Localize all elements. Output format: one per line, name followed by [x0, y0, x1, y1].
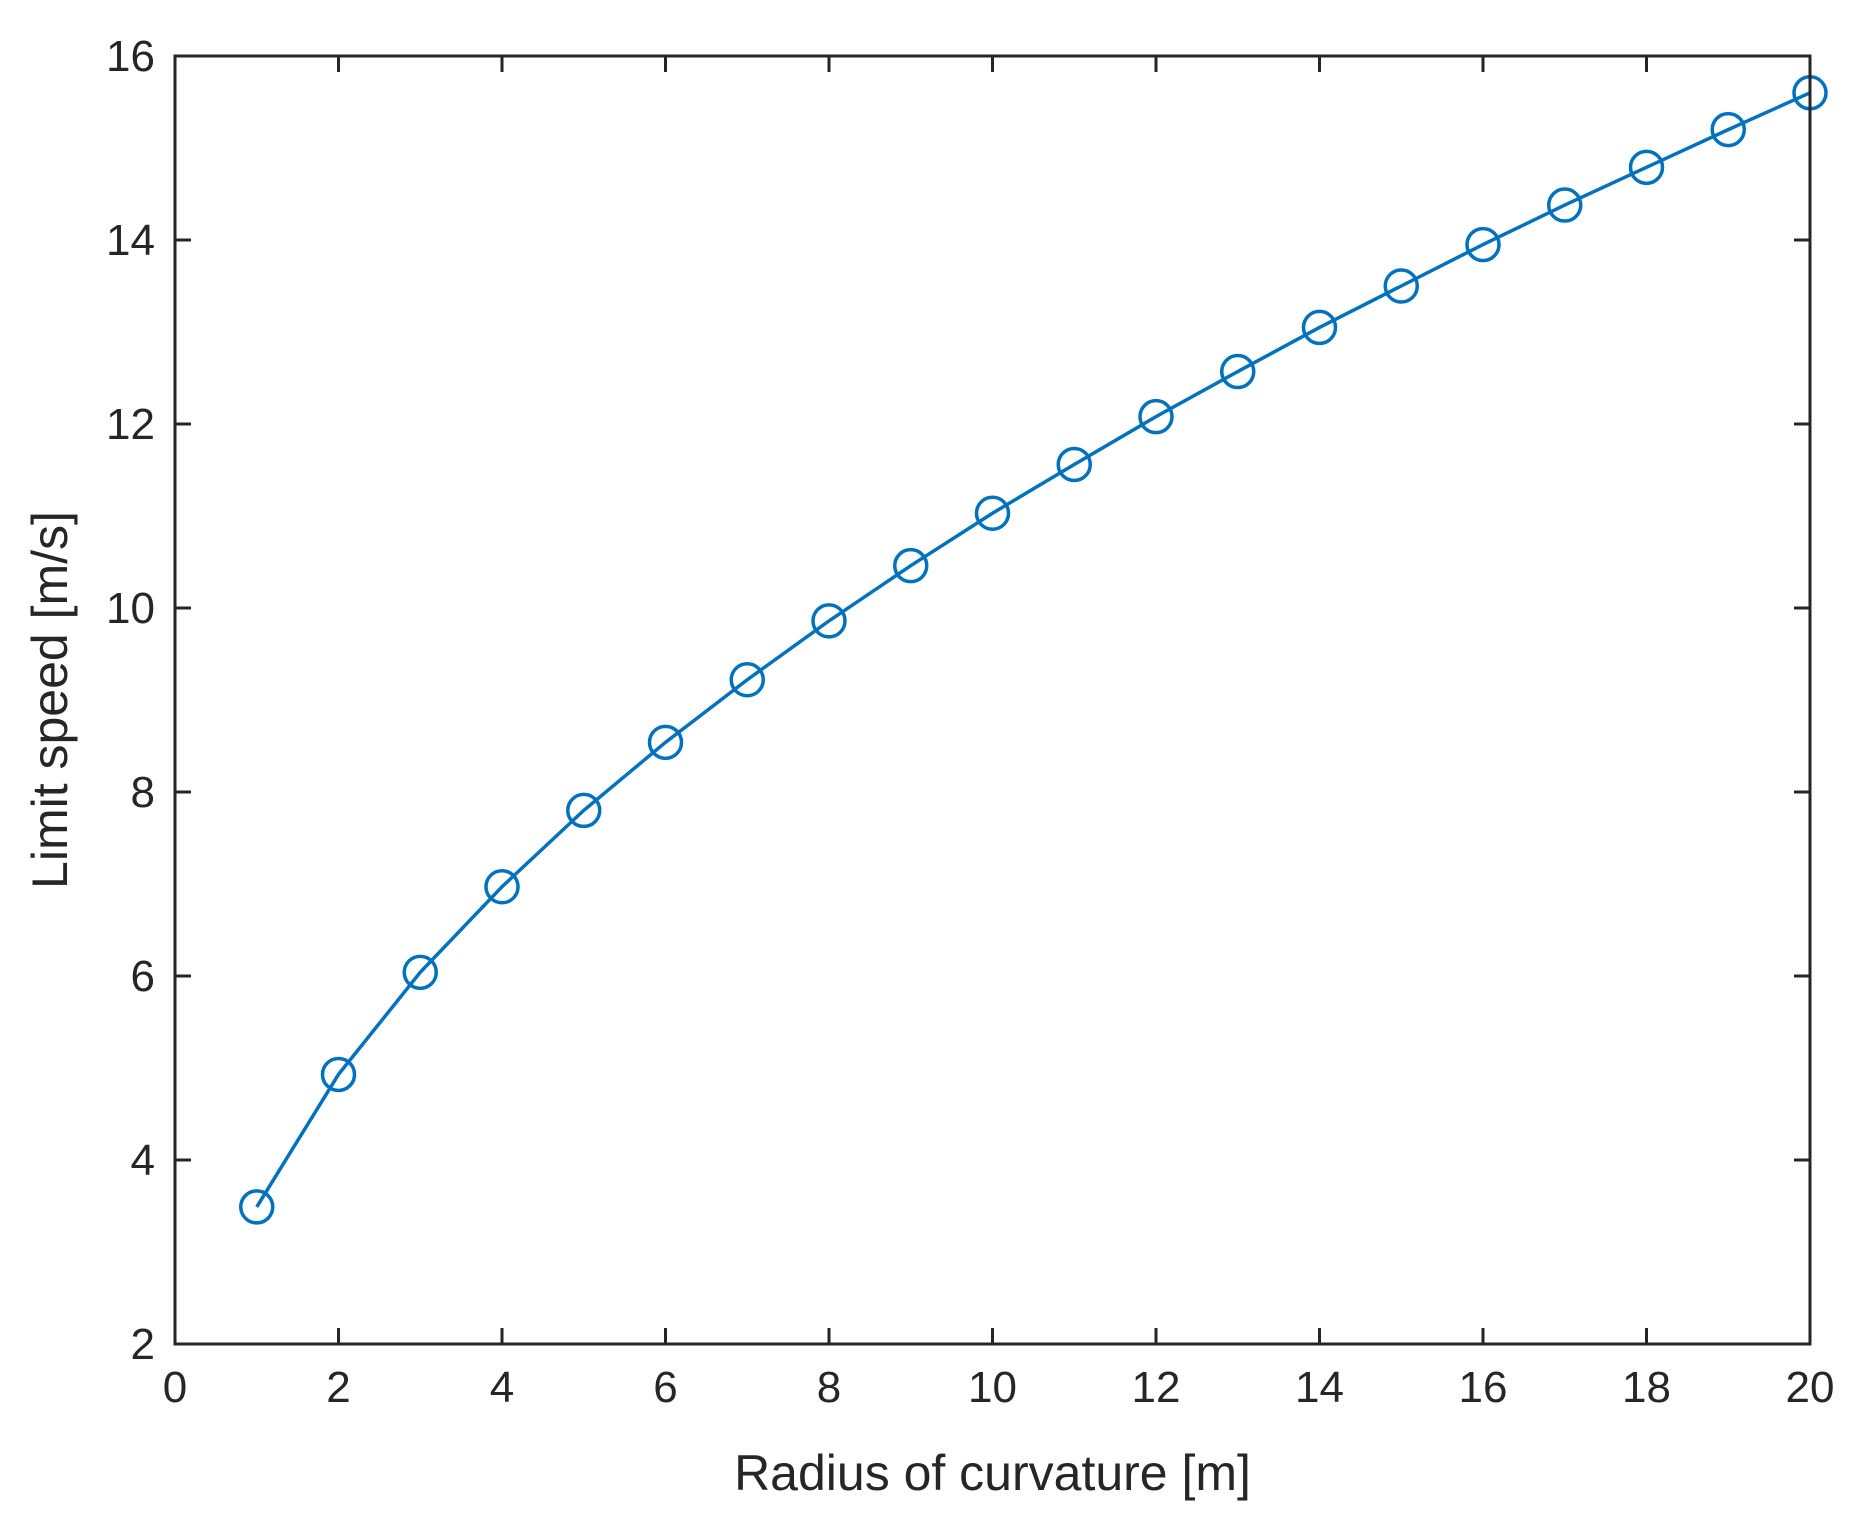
y-tick-label: 6	[131, 952, 155, 1001]
data-point-marker	[402, 954, 438, 991]
data-point-marker	[1465, 226, 1501, 263]
x-tick-label: 4	[490, 1363, 514, 1412]
y-axis-title: Limit speed [m/s]	[22, 511, 78, 889]
data-point-marker	[1547, 187, 1583, 223]
data-point-marker	[1301, 309, 1338, 346]
data-point-marker	[1710, 111, 1746, 148]
y-tick-label: 4	[131, 1136, 155, 1185]
y-tick-label: 2	[131, 1320, 155, 1369]
x-tick-label: 0	[163, 1363, 187, 1412]
x-tick-label: 14	[1295, 1363, 1344, 1412]
y-tick-label: 14	[106, 216, 155, 265]
plot-area-frame	[173, 54, 1812, 1346]
x-tick-label: 10	[968, 1363, 1017, 1412]
data-point-marker	[1056, 446, 1092, 483]
y-tick-label: 16	[106, 32, 155, 81]
data-point-marker	[974, 495, 1011, 531]
x-tick-label: 6	[653, 1363, 677, 1412]
y-tick-label: 10	[106, 584, 155, 633]
x-tick-label: 18	[1622, 1363, 1671, 1412]
x-axis-title: Radius of curvature [m]	[734, 1445, 1251, 1501]
data-point-marker	[1138, 398, 1174, 435]
data-point-marker	[1220, 353, 1256, 390]
data-point-marker	[1383, 268, 1419, 304]
x-tick-label: 20	[1786, 1363, 1835, 1412]
x-tick-label: 16	[1459, 1363, 1508, 1412]
data-point-marker	[239, 1189, 275, 1225]
data-point-marker	[484, 869, 520, 905]
y-tick-label: 8	[131, 768, 155, 817]
x-tick-label: 8	[817, 1363, 841, 1412]
data-point-marker	[811, 603, 847, 639]
data-point-marker	[1628, 149, 1665, 186]
data-point-marker	[320, 1056, 357, 1093]
y-tick-label: 12	[106, 400, 155, 449]
data-point-marker	[566, 792, 602, 829]
data-point-marker	[647, 724, 684, 761]
data-point-marker	[729, 662, 765, 698]
x-tick-label: 12	[1132, 1363, 1181, 1412]
x-tick-label: 2	[326, 1363, 350, 1412]
data-point-marker	[893, 547, 929, 584]
